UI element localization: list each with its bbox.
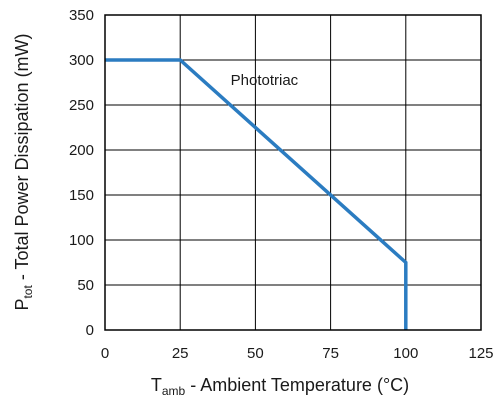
y-axis-text: - Total Power Dissipation (mW)	[12, 33, 32, 285]
x-tick-labels: 0 25 50 75 100 125	[101, 345, 494, 362]
y-tick-label: 100	[69, 232, 94, 249]
y-tick-labels: 0 50 100 150 200 250 300 350	[69, 7, 94, 339]
y-tick-label: 250	[69, 97, 94, 114]
x-tick-label: 75	[322, 345, 339, 362]
y-tick-label: 300	[69, 52, 94, 69]
x-tick-label: 100	[393, 345, 418, 362]
x-axis-symbol: T	[151, 375, 162, 395]
y-tick-label: 50	[77, 277, 94, 294]
series-annotation: Phototriac	[231, 72, 299, 89]
y-tick-label: 0	[86, 322, 94, 339]
x-axis-subscript: amb	[162, 384, 186, 398]
grid	[105, 15, 481, 330]
x-tick-label: 0	[101, 345, 109, 362]
plot-frame	[104, 14, 482, 331]
x-tick-label: 50	[247, 345, 264, 362]
y-axis-subscript: tot	[21, 285, 35, 299]
x-axis-label: Tamb - Ambient Temperature (°C)	[151, 375, 409, 398]
annotations: Phototriac	[231, 72, 299, 89]
series-line-phototriac	[105, 58, 408, 330]
x-axis-text: - Ambient Temperature (°C)	[185, 375, 409, 395]
y-tick-label: 200	[69, 142, 94, 159]
x-tick-label: 125	[468, 345, 493, 362]
y-tick-label: 150	[69, 187, 94, 204]
y-axis-label: Ptot - Total Power Dissipation (mW)	[12, 33, 35, 310]
y-tick-label: 350	[69, 7, 94, 24]
y-axis-symbol: P	[12, 299, 32, 311]
series-group	[105, 58, 408, 330]
x-tick-label: 25	[172, 345, 189, 362]
